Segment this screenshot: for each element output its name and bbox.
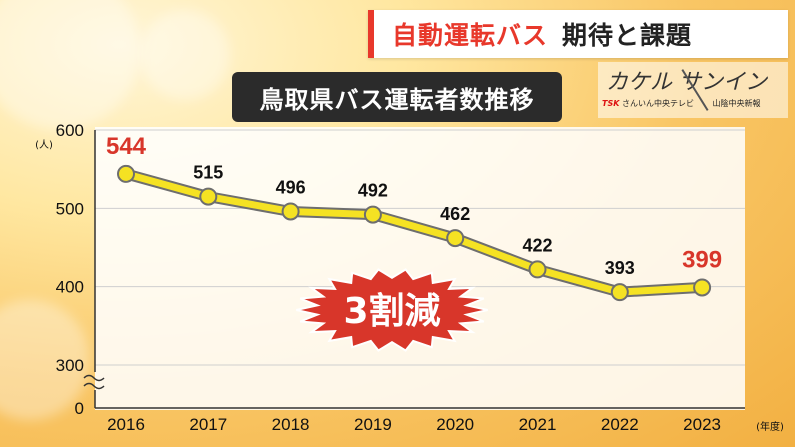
- data-point: [363, 205, 382, 224]
- y-tick-label: 300: [56, 356, 84, 375]
- y-tick-label: 400: [56, 278, 84, 297]
- logo-sub2: 山陰中央新報: [712, 99, 761, 108]
- annotation-burst: 3割減: [296, 268, 488, 352]
- data-label: 492: [358, 181, 388, 201]
- program-logo: カケル サンイン TSK さんいん中央テレビ 山陰中央新報: [598, 62, 788, 118]
- data-points: [117, 164, 712, 302]
- x-tick-label: 2017: [189, 415, 227, 434]
- axes: 600 500 400 300 0 (人) 2016 2017 2018 2019 2020 2021…: [35, 121, 784, 434]
- data-label: 393: [605, 258, 635, 278]
- logo-sub1: さんいん中央テレビ: [621, 99, 694, 108]
- header-title-red: 自動運転バス: [392, 21, 549, 50]
- y-unit-label: (人): [35, 139, 53, 151]
- header-title-black: 期待と課題: [562, 21, 693, 50]
- header-bar: 自動運転バス 期待と課題: [368, 10, 788, 58]
- y-tick-label: 600: [56, 121, 84, 140]
- series-line: [122, 170, 706, 296]
- x-tick-label: 2016: [107, 415, 145, 434]
- bokeh-light: [140, 10, 230, 100]
- data-point: [693, 278, 712, 297]
- data-label: 399: [682, 246, 722, 273]
- data-point: [528, 260, 547, 279]
- x-tick-label: 2021: [519, 415, 557, 434]
- chart-panel: [95, 127, 745, 410]
- y-tick-label: 500: [56, 199, 84, 218]
- y-tick-label: 0: [75, 399, 84, 418]
- logo-tsk: TSK: [602, 99, 620, 108]
- x-tick-label: 2022: [601, 415, 639, 434]
- data-point: [446, 229, 465, 248]
- x-tick-label: 2020: [436, 415, 474, 434]
- x-tick-label: 2023: [683, 415, 721, 434]
- x-tick-label: 2018: [272, 415, 310, 434]
- axis-break-icon: [83, 374, 105, 390]
- data-label: 544: [106, 133, 147, 160]
- data-point: [610, 283, 629, 302]
- annotation-text: 3割減: [343, 291, 440, 332]
- logo-sub-text: TSK さんいん中央テレビ 山陰中央新報: [602, 98, 761, 109]
- data-labels: 544 515 496 492 462 422 393 399: [106, 133, 722, 278]
- data-label: 462: [440, 204, 470, 224]
- x-unit-label: (年度): [756, 420, 784, 433]
- data-label: 515: [193, 163, 223, 183]
- series-line: [120, 168, 708, 298]
- data-point: [199, 187, 218, 206]
- data-label: 496: [276, 177, 306, 197]
- data-point: [117, 164, 135, 183]
- data-point: [281, 202, 300, 221]
- data-label: 422: [522, 235, 552, 255]
- chart-title: 鳥取県バス運転者数推移: [232, 72, 562, 122]
- burst-shape: [296, 268, 488, 352]
- x-tick-label: 2019: [354, 415, 392, 434]
